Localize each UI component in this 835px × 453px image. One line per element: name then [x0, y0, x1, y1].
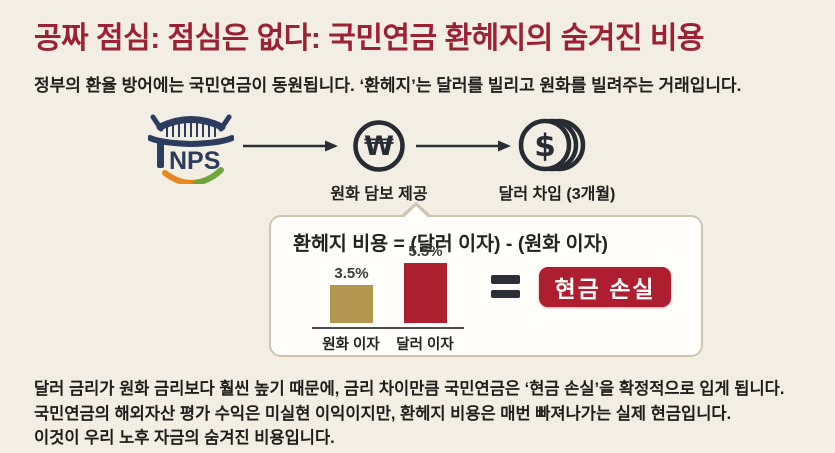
bar-value-label: 3.5% [334, 264, 369, 282]
dollar-bar-category-label: 달러 이자 [396, 337, 454, 353]
explanation-line: 국민연금의 해외자산 평가 수익은 미실현 이익이지만, 환헤지 비용은 매번 … [34, 404, 732, 423]
nps-logo-text: NPS [169, 147, 220, 175]
won-step-label: 원화 담보 제공 [330, 186, 428, 203]
arrow-right-icon [416, 140, 511, 152]
won-bar-category-label: 원화 이자 [322, 337, 380, 353]
equals-bar-bottom [491, 289, 520, 298]
hedge-cost-callout: 환헤지 비용 = (달러 이자) - (원화 이자) 3.5% 5.5% 원화 … [269, 202, 703, 357]
chart-axis [312, 327, 464, 329]
explanation-line: 이것이 우리 노후 자금의 숨겨진 비용입니다. [34, 429, 335, 447]
cash-loss-badge: 현금 손실 [539, 267, 671, 307]
dollar-coins-icon: $ [518, 118, 586, 172]
won-coin-icon: ₩ [353, 120, 405, 172]
won-symbol: ₩ [364, 131, 394, 162]
equals-sign [491, 275, 520, 304]
bar-group-dollar: 5.5% [395, 242, 456, 323]
page-subtitle: 정부의 환율 방어에는 국민연금이 동원됩니다. ‘환헤지’는 달러를 빌리고 … [34, 76, 742, 95]
explanation-line: 달러 금리가 원화 금리보다 훨씬 높기 때문에, 금리 차이만큼 국민연금은 … [34, 380, 785, 398]
bar-group-won: 3.5% [321, 264, 382, 323]
dollar-step-label: 달러 차입 (3개월) [498, 186, 616, 203]
hedge-cost-formula: 환헤지 비용 = (달러 이자) - (원화 이자) [293, 233, 609, 255]
dollar-interest-bar [404, 262, 447, 323]
won-interest-bar [330, 284, 373, 323]
cash-loss-label: 현금 손실 [554, 276, 656, 302]
equals-bar-top [491, 275, 520, 284]
nps-logo: NPS [148, 114, 234, 184]
explanation-text: 달러 금리가 원화 금리보다 훨씬 높기 때문에, 금리 차이만큼 국민연금은 … [34, 377, 824, 451]
callout-pointer-fill [402, 206, 430, 219]
bar-value-label: 5.5% [408, 242, 443, 260]
page-title: 공짜 점심: 점심은 없다: 국민연금 환헤지의 숨겨진 비용 [34, 22, 705, 55]
arrow-right-icon [243, 140, 338, 152]
dollar-symbol: $ [534, 128, 556, 164]
